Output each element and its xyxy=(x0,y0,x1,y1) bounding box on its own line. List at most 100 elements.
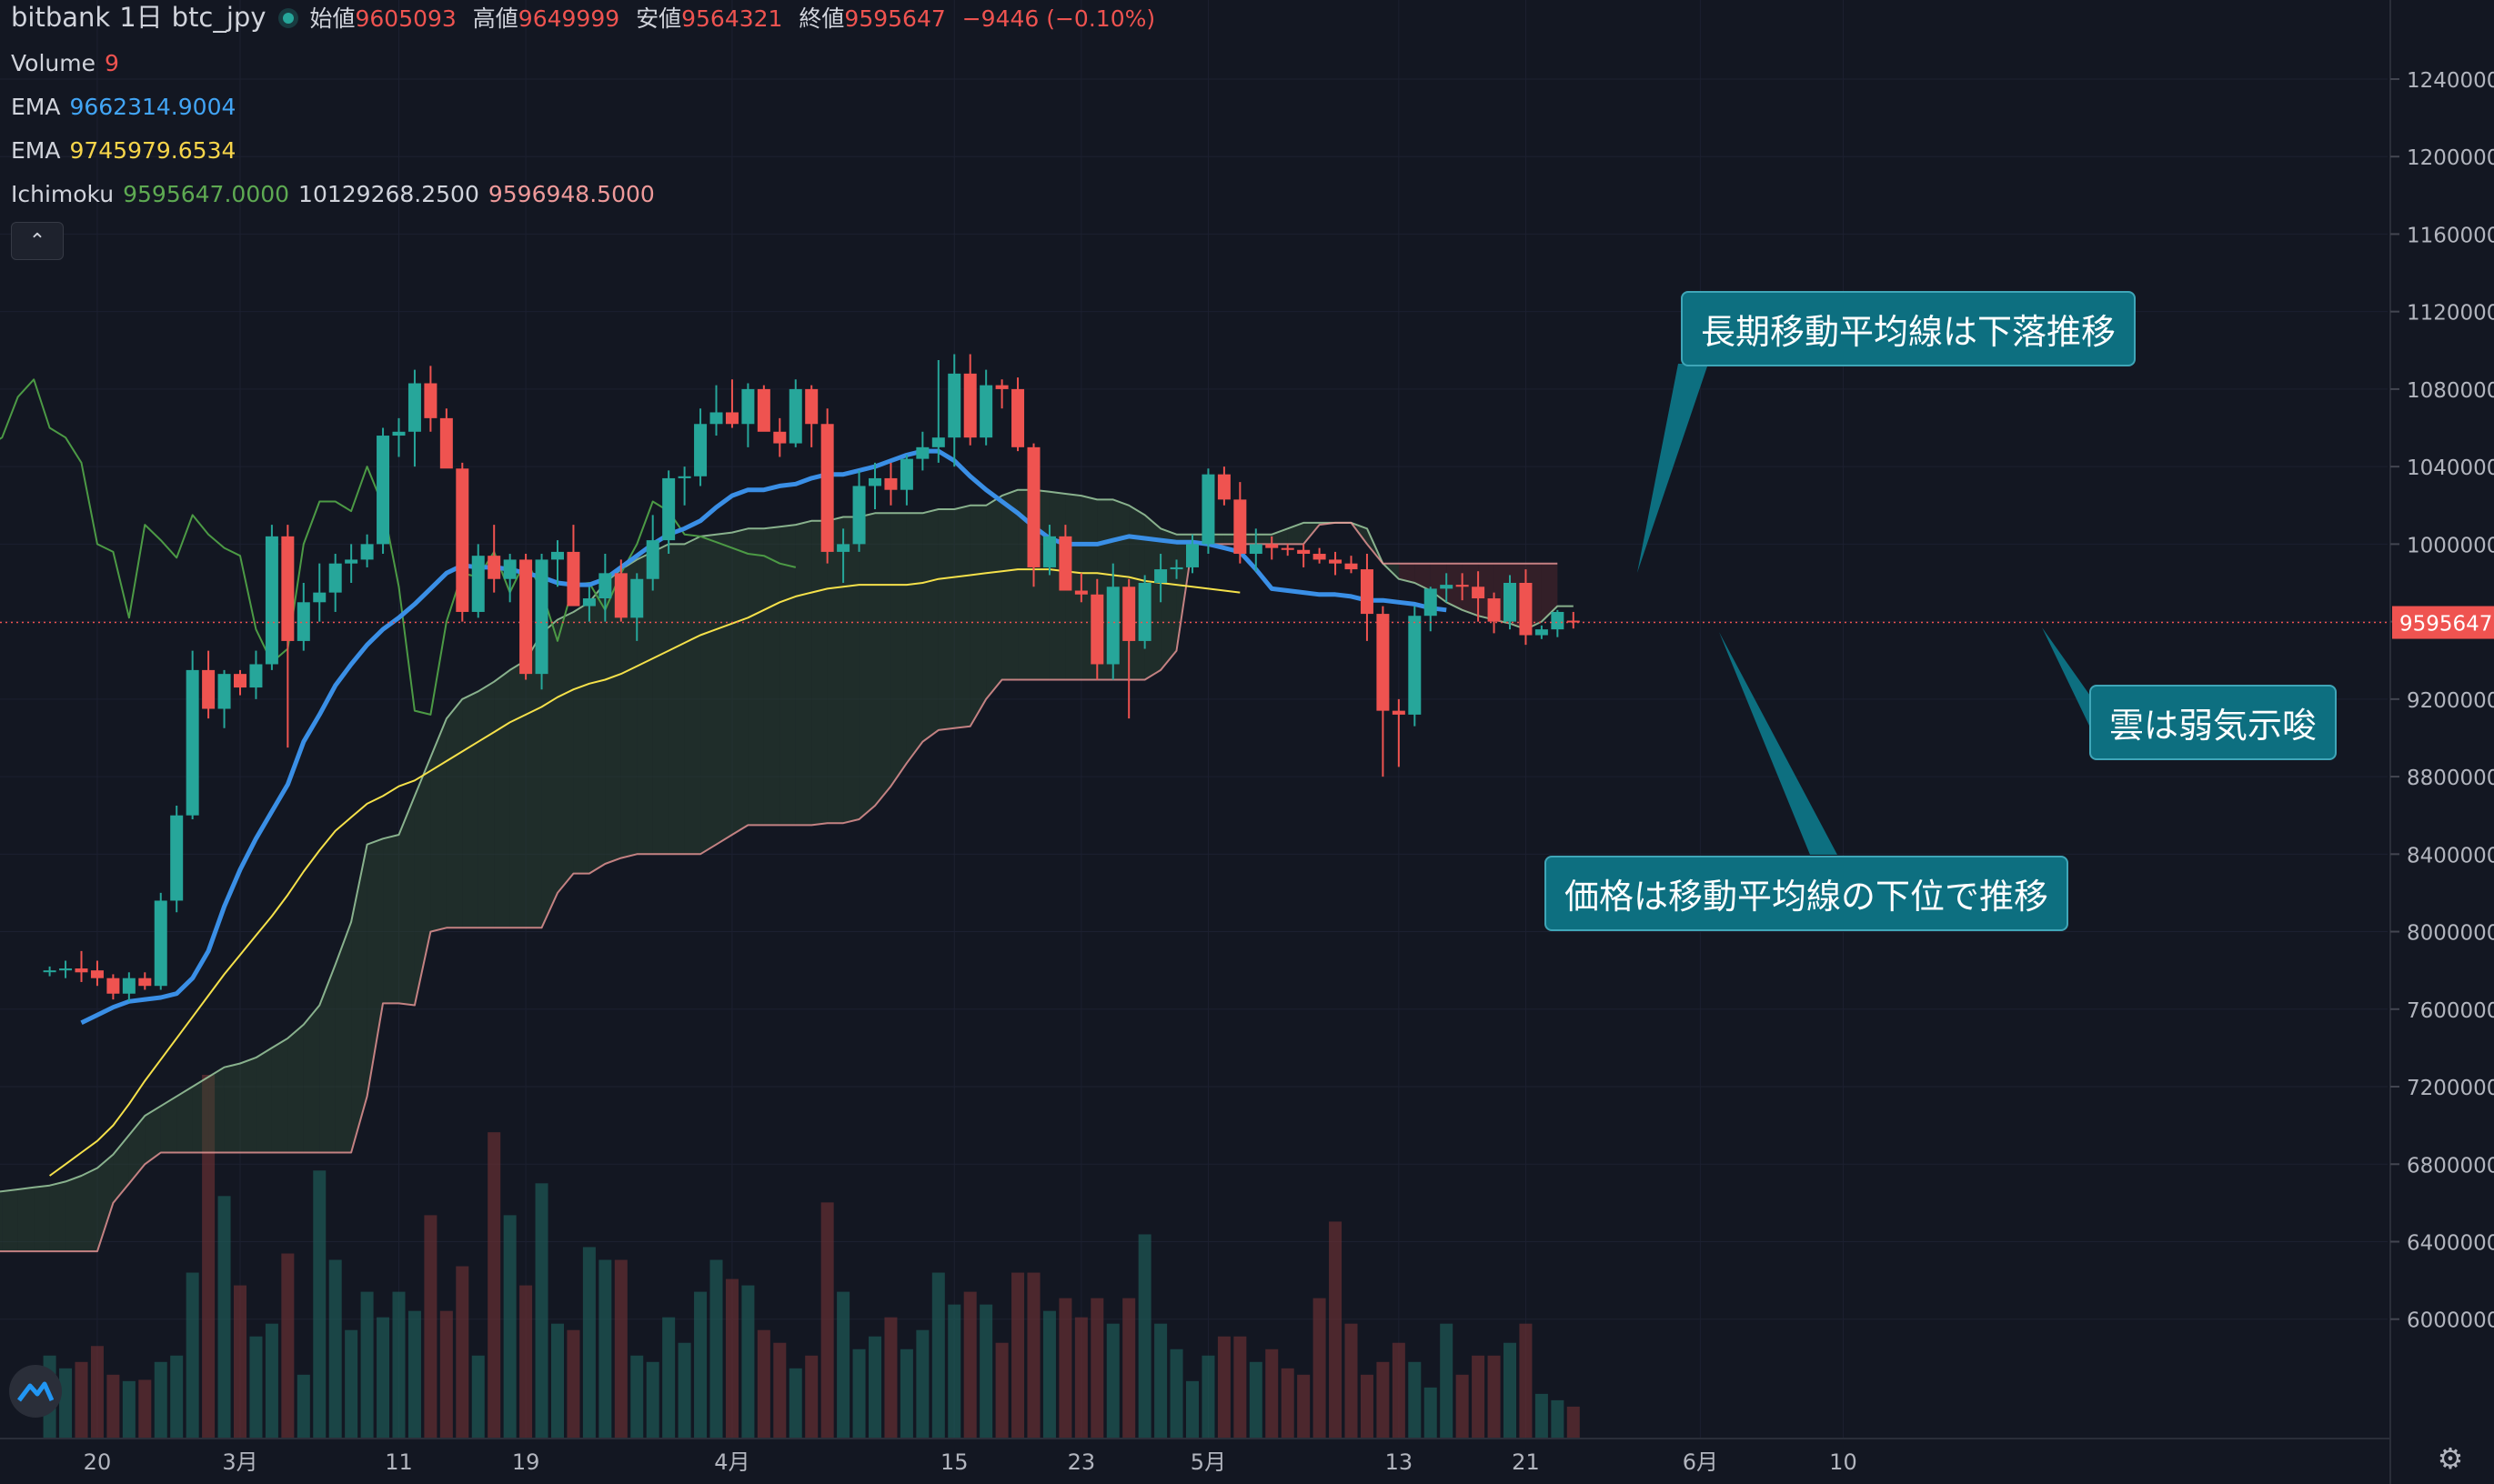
candle-body xyxy=(1329,559,1343,564)
annotation-cloud[interactable]: 雲は弱気示唆 xyxy=(2089,685,2338,760)
pair-name[interactable]: btc_jpy xyxy=(171,2,266,33)
price-tick-label: 8800000 xyxy=(2407,767,2494,790)
candle-body xyxy=(249,664,263,688)
volume-bar xyxy=(1122,1298,1136,1439)
cloud-segment xyxy=(1161,528,1177,670)
time-tick-label: 4月 xyxy=(714,1449,749,1475)
annotation-price[interactable]: 価格は移動平均線の下位で推移 xyxy=(1544,856,2069,931)
tradingview-logo-icon[interactable] xyxy=(9,1365,62,1418)
volume-bar xyxy=(154,1361,167,1439)
volume-bar xyxy=(1027,1272,1041,1439)
candle-body xyxy=(1281,547,1294,550)
volume-bar xyxy=(1487,1355,1501,1439)
candle-body xyxy=(265,536,278,665)
candle-body xyxy=(630,578,644,618)
candle-body xyxy=(138,978,152,987)
time-tick-label: 13 xyxy=(1385,1449,1413,1475)
ema-long-legend[interactable]: EMA 9745979.6534 xyxy=(11,137,245,165)
volume-bar xyxy=(1281,1368,1294,1439)
close-value: 9595647 xyxy=(844,5,946,32)
volume-bar xyxy=(170,1355,184,1439)
candle-body xyxy=(789,388,802,444)
candle-body xyxy=(471,556,485,612)
volume-bar xyxy=(1455,1374,1469,1439)
time-tick-label: 5月 xyxy=(1191,1449,1226,1475)
price-tick-label: 11600000 xyxy=(2407,224,2494,247)
cloud-segment xyxy=(446,698,463,928)
candle-body xyxy=(1091,594,1104,665)
collapse-legend-button[interactable]: ⌃ xyxy=(11,222,64,260)
symbol-header: bitbank 1日 btc_jpy 始値9605093 高値9649999 安値9… xyxy=(11,4,1173,33)
candle-body xyxy=(1042,536,1056,567)
volume-bar xyxy=(1265,1349,1279,1439)
cloud-segment xyxy=(731,528,749,836)
volume-bar xyxy=(837,1291,850,1439)
ema-short-line xyxy=(80,448,1447,1025)
cloud-segment xyxy=(494,669,510,928)
candle-body xyxy=(694,424,708,476)
price-tick-label: 7600000 xyxy=(2407,999,2494,1023)
cloud-segment xyxy=(287,1024,304,1153)
candle-body xyxy=(1487,598,1501,622)
cloud-segment xyxy=(588,582,606,874)
ichimoku-value-3: 9596948.5000 xyxy=(488,181,655,207)
low-label: 安値 xyxy=(636,5,682,32)
market-status-icon xyxy=(282,13,294,24)
cloud-segment xyxy=(906,513,923,764)
candle-body xyxy=(1074,590,1088,595)
time-tick-label: 15 xyxy=(940,1449,969,1475)
volume-bar xyxy=(789,1368,802,1439)
annotation-long-ema[interactable]: 長期移動平均線は下落推移 xyxy=(1681,291,2137,366)
ema-short-legend[interactable]: EMA 9662314.9004 xyxy=(11,94,245,121)
change-value: −9446 (−0.10%) xyxy=(961,5,1156,32)
volume-bar xyxy=(1249,1361,1262,1439)
gear-icon[interactable]: ⚙ xyxy=(2437,1441,2464,1476)
cloud-segment xyxy=(160,1096,177,1153)
ichimoku-legend[interactable]: Ichimoku 9595647.0000 10129268.2500 9596948… xyxy=(11,181,664,208)
candle-body xyxy=(122,978,136,994)
volume-bar xyxy=(488,1132,501,1439)
interval-label[interactable]: 1日 xyxy=(119,2,163,33)
price-tick-label: 6000000 xyxy=(2407,1309,2494,1333)
cloud-segment xyxy=(1541,563,1558,622)
time-tick-label: 23 xyxy=(1068,1449,1096,1475)
volume-bar xyxy=(75,1361,88,1439)
candle-body xyxy=(1503,582,1516,622)
cloud-segment xyxy=(1462,563,1479,617)
cloud-segment xyxy=(652,544,669,855)
candle-body xyxy=(869,477,881,486)
candle-body xyxy=(345,559,358,564)
cloud-segment xyxy=(1446,563,1463,610)
volume-bar xyxy=(297,1374,310,1439)
cloud-segment xyxy=(224,1063,240,1153)
cloud-segment xyxy=(383,835,399,1004)
candle-body xyxy=(519,559,533,675)
volume-bar xyxy=(884,1317,898,1439)
candle-body xyxy=(328,563,342,593)
price-tick-label: 7200000 xyxy=(2407,1077,2494,1100)
cloud-segment xyxy=(509,660,527,928)
volume-bar xyxy=(725,1278,739,1439)
candle-body xyxy=(551,551,564,560)
volume-bar xyxy=(598,1259,612,1439)
cloud-segment xyxy=(65,1176,82,1252)
volume-bar xyxy=(678,1342,691,1439)
candle-body xyxy=(805,388,819,425)
volume-legend[interactable]: Volume 9 xyxy=(11,50,128,77)
cloud-segment xyxy=(779,525,796,826)
volume-bar xyxy=(1408,1361,1422,1439)
volume-bar xyxy=(900,1349,913,1439)
candle-body xyxy=(995,385,1009,389)
volume-bar xyxy=(1217,1336,1231,1439)
candle-body xyxy=(820,424,834,552)
exchange-name[interactable]: bitbank xyxy=(11,2,111,33)
volume-bar xyxy=(995,1342,1009,1439)
cloud-segment xyxy=(414,757,431,1006)
cloud-segment xyxy=(240,1058,256,1153)
volume-bar xyxy=(1297,1374,1311,1439)
ichimoku-value-1: 9595647.0000 xyxy=(123,181,290,207)
candle-body xyxy=(456,468,469,612)
volume-bar xyxy=(407,1310,421,1439)
candle-body xyxy=(852,486,866,545)
